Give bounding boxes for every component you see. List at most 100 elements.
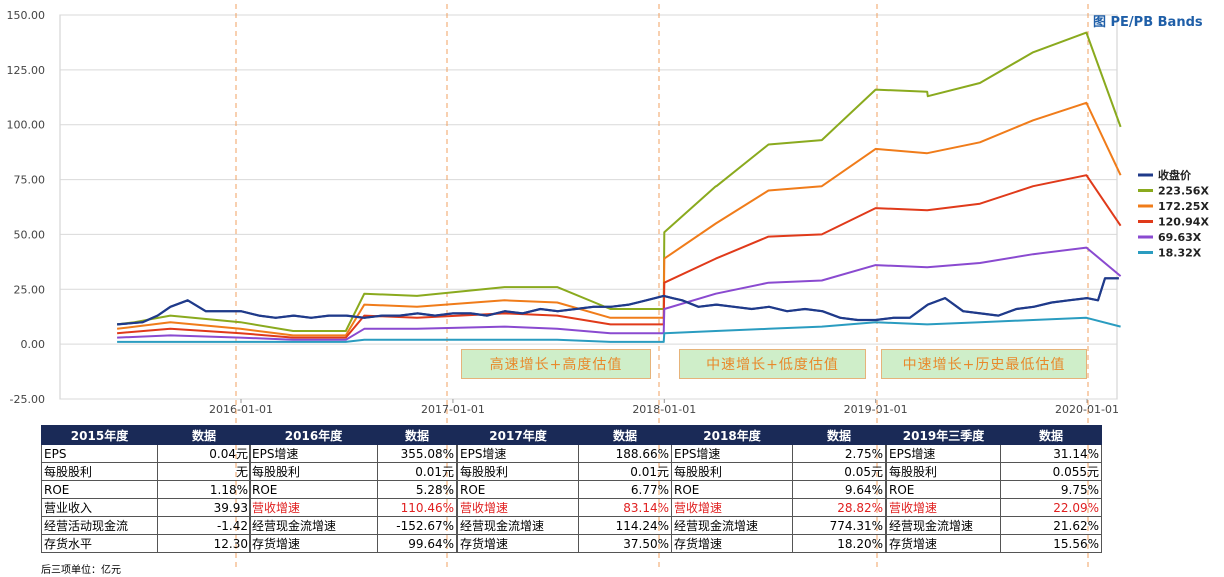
row-value: 0.04元	[157, 444, 251, 463]
row-value: 31.14%	[1000, 444, 1102, 463]
row-label: ROE	[457, 480, 579, 499]
row-label: 每股股利	[249, 462, 378, 481]
table-row: 营收增速 83.14%	[457, 498, 672, 517]
row-value: 114.24%	[578, 516, 672, 535]
table-0: 2015年度 数据 EPS 0.04元 每股股利无 ROE 1.18% 营业收入 39.93 经营…	[41, 425, 251, 553]
row-value: 99.64%	[377, 534, 457, 553]
row-label: EPS增速	[457, 444, 579, 463]
x-tick-label: 2017-01-01	[421, 403, 485, 416]
table-row: ROE 6.77%	[457, 480, 672, 499]
row-value: 21.62%	[1000, 516, 1102, 535]
row-value: 9.64%	[792, 480, 886, 499]
row-value: 110.46%	[377, 498, 457, 517]
row-label: ROE	[886, 480, 1001, 499]
row-label: 营收增速	[457, 498, 579, 517]
row-label: ROE	[671, 480, 793, 499]
table-row: EPS增速 31.14%	[886, 444, 1102, 463]
row-label: 存货水平	[41, 534, 158, 553]
row-value: 1.18%	[157, 480, 251, 499]
row-value: 355.08%	[377, 444, 457, 463]
y-tick-label: 25.00	[14, 283, 46, 296]
row-label: 每股股利	[886, 462, 1001, 481]
row-value: -1.42	[157, 516, 251, 535]
legend-label: 223.56X	[1158, 185, 1209, 198]
table-row: 营收增速 110.46%	[249, 498, 457, 517]
row-label: 存货增速	[886, 534, 1001, 553]
row-label: 存货增速	[457, 534, 579, 553]
table-header-cell: 2017年度	[457, 425, 579, 445]
table-1: 2016年度 数据 EPS增速 355.08% 每股股利 0.01元 ROE 5.28% 营收增…	[249, 425, 457, 553]
y-tick-label: 0.00	[21, 338, 46, 351]
table-row: 营收增速 28.82%	[671, 498, 886, 517]
y-tick-label: 125.00	[7, 64, 46, 77]
row-label: EPS增速	[886, 444, 1001, 463]
table-row: 每股股利 0.05元	[671, 462, 886, 481]
row-label: EPS增速	[249, 444, 378, 463]
table-row: 每股股利 0.01元	[457, 462, 672, 481]
row-value: 188.66%	[578, 444, 672, 463]
table-4: 2019年三季度 数据 EPS增速 31.14% 每股股利 0.055元 ROE 9.75% 营…	[886, 425, 1102, 553]
row-label: ROE	[41, 480, 158, 499]
row-label: 营收增速	[886, 498, 1001, 517]
table-row: 经营现金流增速 114.24%	[457, 516, 672, 535]
x-tick-label: 2018-01-01	[632, 403, 696, 416]
table-header-cell: 2016年度	[249, 425, 378, 445]
table-header-cell: 数据	[792, 425, 886, 445]
annotation-mid-growth-lowest-val: 中速增长+历史最低估值	[881, 349, 1087, 379]
row-label: 每股股利	[671, 462, 793, 481]
row-label: 经营现金流增速	[457, 516, 579, 535]
table-row: 每股股利无	[41, 462, 251, 481]
row-value: 0.055元	[1000, 462, 1102, 481]
table-header-cell: 数据	[157, 425, 251, 445]
row-label: 经营活动现金流	[41, 516, 158, 535]
legend-label: 18.32X	[1158, 247, 1202, 260]
row-label: 存货增速	[671, 534, 793, 553]
table-3: 2018年度 数据 EPS增速 2.75% 每股股利 0.05元 ROE 9.64% 营收增速 2…	[671, 425, 886, 553]
legend-label: 120.94X	[1158, 216, 1209, 229]
table-row: ROE 5.28%	[249, 480, 457, 499]
table-row: 存货水平 12.30	[41, 534, 251, 553]
row-label: 每股股利	[41, 462, 158, 481]
row-label: 存货增速	[249, 534, 378, 553]
row-value: 83.14%	[578, 498, 672, 517]
row-label: 经营现金流增速	[886, 516, 1001, 535]
table-row: 存货增速 37.50%	[457, 534, 672, 553]
row-value: 12.30	[157, 534, 251, 553]
table-header-cell: 数据	[377, 425, 457, 445]
table-row: 经营现金流增速 774.31%	[671, 516, 886, 535]
y-tick-label: 75.00	[14, 174, 46, 187]
legend-label: 172.25X	[1158, 200, 1209, 213]
row-value: 15.56%	[1000, 534, 1102, 553]
y-tick-label: 100.00	[7, 119, 46, 132]
row-value: 0.05元	[792, 462, 886, 481]
row-value: 5.28%	[377, 480, 457, 499]
row-value: 0.01元	[377, 462, 457, 481]
table-header-cell: 2019年三季度	[886, 425, 1001, 445]
table-row: EPS 0.04元	[41, 444, 251, 463]
table-row: 经营活动现金流 -1.42	[41, 516, 251, 535]
table-header-cell: 数据	[578, 425, 672, 445]
x-tick-label: 2019-01-01	[844, 403, 908, 416]
table-row: 经营现金流增速 -152.67%	[249, 516, 457, 535]
row-label: 营业收入	[41, 498, 158, 517]
row-value: 无	[157, 462, 251, 481]
table-row: 每股股利 0.055元	[886, 462, 1102, 481]
row-label: ROE	[249, 480, 378, 499]
row-value: 2.75%	[792, 444, 886, 463]
row-value: 6.77%	[578, 480, 672, 499]
table-row: 存货增速 99.64%	[249, 534, 457, 553]
x-tick-label: 2016-01-01	[209, 403, 273, 416]
table-row: ROE 1.18%	[41, 480, 251, 499]
table-2: 2017年度 数据 EPS增速 188.66% 每股股利 0.01元 ROE 6.77% 营收增…	[457, 425, 672, 553]
table-row: EPS增速 188.66%	[457, 444, 672, 463]
row-value: 28.82%	[792, 498, 886, 517]
row-value: 774.31%	[792, 516, 886, 535]
annotation-mid-growth-low-val: 中速增长+低度估值	[679, 349, 866, 379]
row-label: 每股股利	[457, 462, 579, 481]
chart-title: 图 PE/PB Bands	[1093, 15, 1203, 30]
table-row: 每股股利 0.01元	[249, 462, 457, 481]
row-label: 营收增速	[249, 498, 378, 517]
footnote: 后三项单位：亿元	[41, 565, 121, 576]
table-header-cell: 数据	[1000, 425, 1102, 445]
